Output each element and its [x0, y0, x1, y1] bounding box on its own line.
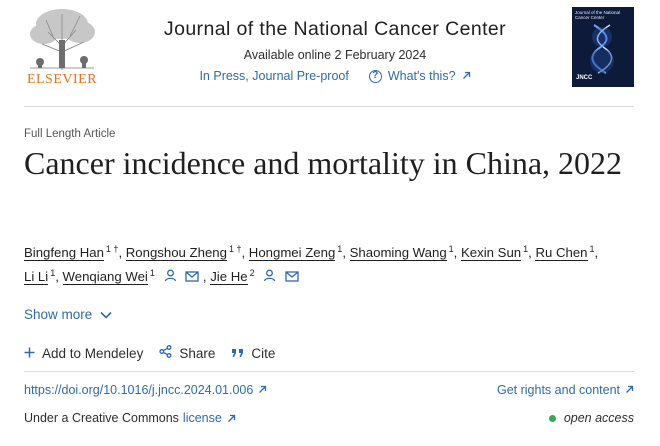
author-link[interactable]: Shaoming Wang — [349, 245, 447, 261]
external-arrow-icon — [227, 414, 235, 422]
author-affiliation[interactable]: 1 — [448, 243, 454, 254]
author-affiliation[interactable]: 1 † — [228, 243, 242, 254]
plus-icon — [24, 346, 35, 361]
available-online-date: Available online 2 February 2024 — [243, 48, 427, 62]
doi-link[interactable]: https://doi.org/10.1016/j.jncc.2024.01.0… — [24, 383, 267, 397]
external-arrow-icon — [625, 383, 634, 397]
show-more-label: Show more — [24, 307, 93, 322]
rights-and-content-link[interactable]: Get rights and content — [497, 383, 634, 397]
license-link[interactable]: license — [183, 411, 236, 425]
open-access-badge: open access — [548, 411, 634, 425]
author-link[interactable]: Kexin Sun — [461, 245, 522, 261]
share-label: Share — [179, 345, 216, 361]
publisher-wordmark: ELSEVIER — [26, 72, 98, 87]
envelope-icon[interactable] — [285, 266, 299, 290]
author-affiliation[interactable]: 1 † — [105, 243, 119, 254]
cite-button[interactable]: Cite — [231, 346, 275, 361]
whats-this-link[interactable]: What's this? — [387, 69, 456, 83]
question-circle-icon[interactable]: ? — [368, 69, 382, 83]
elsevier-tree-logo[interactable] — [24, 6, 100, 90]
author-link[interactable]: Ru Chen — [535, 245, 588, 261]
add-to-mendeley-button[interactable]: Add to Mendeley — [24, 346, 143, 361]
author-list: Bingfeng Han 1 †, Rongshou Zheng 1 †, Hong… — [24, 241, 640, 290]
cover-mark: JNCC — [576, 75, 593, 81]
license-link-label: license — [182, 411, 222, 425]
author-link[interactable]: Li Li — [24, 269, 49, 285]
cover-helix-graphic — [590, 24, 614, 74]
chevron-down-icon — [100, 307, 112, 322]
author-link[interactable]: Wenqiang Wei — [62, 269, 148, 285]
status-link[interactable]: In Press, Journal Pre-proof — [199, 69, 349, 83]
author-affiliation[interactable]: 2 — [249, 267, 255, 278]
author-affiliation[interactable]: 1 — [523, 243, 529, 254]
share-button[interactable]: Share — [159, 345, 215, 361]
cover-title: Journal of the National Cancer Center — [575, 10, 621, 21]
quote-icon — [231, 346, 244, 361]
license-statement: Under a Creative Commons license — [24, 411, 236, 425]
open-access-dot-icon — [548, 414, 556, 422]
license-prefix: Under a Creative Commons — [24, 411, 179, 425]
author-affiliation[interactable]: 1 — [589, 243, 595, 254]
author-link[interactable]: Hongmei Zeng — [248, 245, 336, 261]
article-title: Cancer incidence and mortality in China,… — [24, 145, 623, 181]
rights-label: Get rights and content — [497, 383, 620, 397]
external-arrow-icon — [258, 383, 267, 397]
person-icon[interactable] — [263, 266, 276, 290]
actions-divider — [24, 371, 634, 372]
external-arrow-icon — [462, 69, 471, 83]
author-affiliation[interactable]: 1 — [50, 267, 56, 278]
article-actions: Add to Mendeley Share Cite — [24, 345, 291, 361]
author-link[interactable]: Rongshou Zheng — [125, 245, 227, 261]
author-link[interactable]: Jie He — [210, 269, 248, 285]
journal-title[interactable]: Journal of the National Cancer Center — [163, 18, 507, 40]
envelope-icon[interactable] — [185, 266, 199, 290]
author-link[interactable]: Bingfeng Han — [24, 245, 104, 261]
mendeley-label: Add to Mendeley — [42, 345, 144, 361]
author-affiliation[interactable]: 1 — [337, 243, 343, 254]
article-status-row: In Press, Journal Pre-proof ? What's thi… — [120, 69, 550, 83]
share-icon — [159, 345, 172, 361]
doi-label: https://doi.org/10.1016/j.jncc.2024.01.0… — [24, 383, 254, 397]
article-type: Full Length Article — [24, 128, 116, 140]
person-icon[interactable] — [164, 266, 177, 290]
open-access-label: open access — [563, 411, 634, 425]
show-more-button[interactable]: Show more — [24, 307, 112, 322]
header-divider — [24, 106, 634, 107]
journal-cover-image[interactable]: Journal of the National Cancer Center JN… — [572, 7, 634, 87]
cite-label: Cite — [251, 345, 276, 361]
author-affiliation[interactable]: 1 — [149, 267, 155, 278]
